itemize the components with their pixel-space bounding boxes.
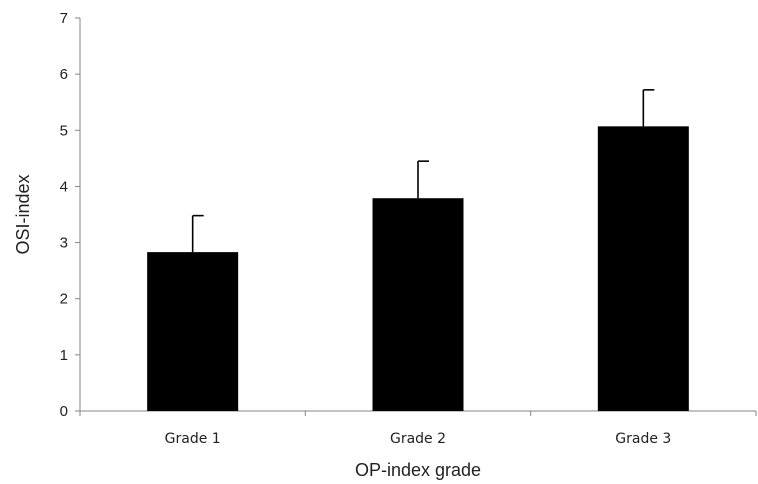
y-axis: 0 1 2 3 4 5 6 7 (60, 10, 81, 420)
x-axis-title: OP-index grade (355, 460, 481, 480)
y-axis-title: OSI-index (13, 174, 33, 254)
bar (597, 126, 689, 411)
error-bars-group (191, 89, 655, 253)
bars-group (147, 126, 689, 411)
x-tick-label: Grade 1 (165, 431, 221, 447)
y-tick-label: 1 (60, 347, 68, 364)
x-axis: Grade 1 Grade 2 Grade 3 (79, 410, 757, 447)
y-tick-label: 7 (60, 10, 68, 27)
y-tick-label: 3 (60, 235, 68, 252)
x-tick-label: Grade 3 (615, 431, 671, 447)
bar (147, 252, 239, 411)
y-tick-label: 2 (60, 291, 68, 308)
y-tick-label: 4 (60, 178, 68, 195)
y-tick-label: 0 (60, 403, 68, 420)
y-tick-label: 5 (60, 122, 68, 139)
x-tick-label: Grade 2 (390, 431, 446, 447)
y-tick-label: 6 (60, 66, 68, 83)
bar (372, 198, 464, 411)
